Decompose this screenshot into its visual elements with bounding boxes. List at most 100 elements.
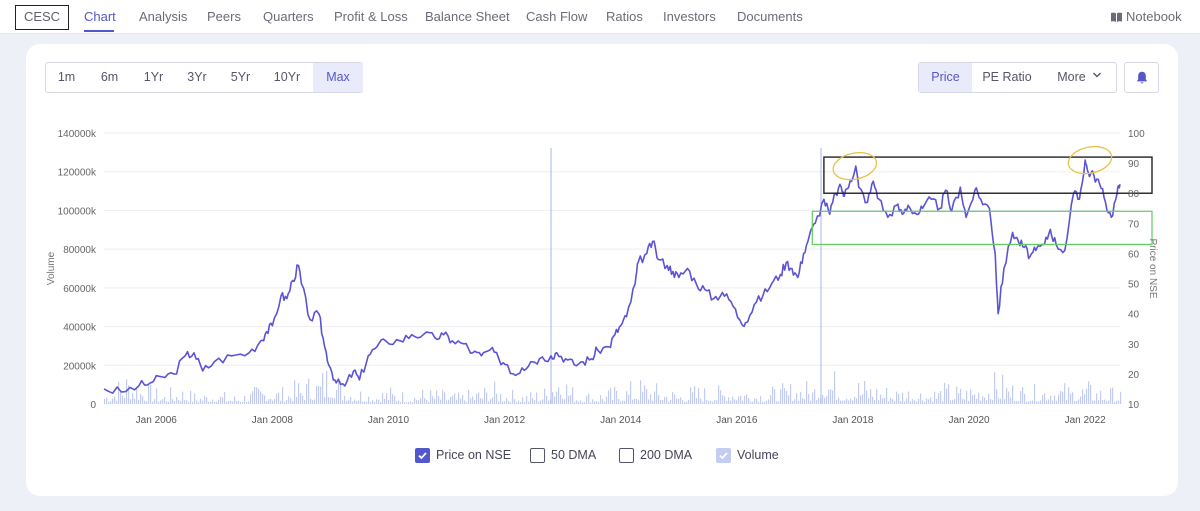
volume-bar <box>142 396 144 404</box>
volume-bar <box>810 400 812 404</box>
volume-bar <box>610 388 612 404</box>
volume-bar <box>852 400 854 404</box>
volume-bar <box>316 386 318 404</box>
volume-bar <box>118 381 120 404</box>
tab-investors[interactable]: Investors <box>663 9 716 24</box>
range-3yr-button[interactable]: 3Yr <box>187 70 207 84</box>
company-name-box[interactable]: CESC <box>15 5 69 30</box>
volume-bar <box>766 400 768 404</box>
range-max-button[interactable]: Max <box>313 63 363 92</box>
range-6m-button[interactable]: 6m <box>100 70 119 84</box>
volume-bar <box>140 393 142 404</box>
y-tick-label: 140000k <box>58 129 97 140</box>
tab-balance-sheet[interactable]: Balance Sheet <box>425 9 510 24</box>
volume-bar <box>212 399 214 404</box>
volume-bar <box>956 386 958 404</box>
volume-bar <box>160 400 162 404</box>
tab-peers[interactable]: Peers <box>207 9 241 24</box>
volume-bar <box>162 399 164 404</box>
volume-bar <box>494 381 496 404</box>
tab-profit-loss[interactable]: Profit & Loss <box>334 9 408 24</box>
x-tick-label: Jan 2022 <box>1065 415 1107 426</box>
more-dropdown-button[interactable]: More <box>1042 63 1117 92</box>
checkbox-empty-icon[interactable] <box>619 448 634 463</box>
volume-bar <box>818 398 820 404</box>
volume-bar <box>800 392 802 404</box>
volume-bar <box>584 402 586 404</box>
volume-bar <box>1088 381 1090 404</box>
volume-bar <box>244 396 246 404</box>
volume-bar <box>596 401 598 404</box>
volume-bar <box>554 396 556 404</box>
volume-bar <box>828 389 830 404</box>
volume-bar <box>980 400 982 404</box>
volume-bar <box>232 401 234 404</box>
volume-bar <box>664 397 666 404</box>
volume-bar <box>210 401 212 404</box>
volume-bar <box>884 397 886 404</box>
volume-bar <box>490 399 492 404</box>
pe-ratio-mode-button[interactable]: PE Ratio <box>982 70 1032 84</box>
alert-bell-button[interactable] <box>1124 62 1159 93</box>
volume-bar <box>896 391 898 404</box>
volume-bars <box>104 370 1122 404</box>
volume-bar <box>660 400 662 404</box>
range-1yr-button[interactable]: 1Yr <box>143 70 164 84</box>
volume-bar <box>480 398 482 404</box>
tab-cash-flow[interactable]: Cash Flow <box>526 9 588 24</box>
tab-chart[interactable]: Chart <box>84 9 116 24</box>
tab-ratios[interactable]: Ratios <box>606 9 643 24</box>
y2-tick-label: 80 <box>1128 189 1140 200</box>
volume-bar <box>236 400 238 404</box>
checkbox-checked-icon[interactable] <box>415 448 430 463</box>
volume-bar <box>730 400 732 404</box>
x-tick-label: Jan 2014 <box>600 415 642 426</box>
volume-bar <box>750 401 752 404</box>
volume-bar <box>478 392 480 404</box>
volume-bar <box>712 401 714 404</box>
volume-bar <box>900 401 902 404</box>
volume-bar <box>890 397 892 404</box>
volume-bar <box>190 390 192 404</box>
volume-bar <box>130 399 132 404</box>
volume-bar <box>260 391 262 404</box>
volume-bar <box>1034 384 1036 404</box>
volume-bar <box>528 401 530 404</box>
volume-bar <box>744 395 746 404</box>
range-5yr-button[interactable]: 5Yr <box>230 70 251 84</box>
volume-bar <box>464 400 466 404</box>
volume-bar <box>662 400 664 404</box>
volume-bar <box>444 392 446 404</box>
volume-bar <box>104 398 106 404</box>
tab-documents[interactable]: Documents <box>737 9 803 24</box>
range-10yr-button[interactable]: 10Yr <box>273 70 301 84</box>
volume-bar <box>1052 400 1054 404</box>
volume-bar <box>714 400 716 404</box>
volume-bar <box>346 400 348 404</box>
volume-bar <box>608 390 610 404</box>
volume-bar <box>922 400 924 404</box>
checkbox-checked-icon[interactable] <box>716 448 731 463</box>
volume-bar <box>432 396 434 404</box>
volume-bar <box>242 401 244 404</box>
volume-bar <box>178 399 180 404</box>
volume-bar <box>888 401 890 404</box>
volume-bar <box>1010 397 1012 404</box>
volume-bar <box>698 388 700 404</box>
checkbox-empty-icon[interactable] <box>530 448 545 463</box>
y2-tick-label: 60 <box>1128 249 1140 260</box>
y-tick-label: 80000k <box>63 245 97 256</box>
tab-analysis[interactable]: Analysis <box>139 9 188 24</box>
notebook-link[interactable]: Notebook <box>1111 9 1182 24</box>
volume-bar <box>530 392 532 404</box>
volume-bar <box>1058 394 1060 404</box>
volume-bar <box>332 397 334 404</box>
volume-bar <box>762 401 764 404</box>
tab-quarters[interactable]: Quarters <box>263 9 314 24</box>
volume-bar <box>298 383 300 404</box>
volume-bar <box>850 398 852 404</box>
range-1m-button[interactable]: 1m <box>57 70 76 84</box>
price-mode-button[interactable]: Price <box>919 63 972 92</box>
yellow-annotation-ellipse <box>832 151 878 181</box>
volume-bar <box>174 401 176 404</box>
